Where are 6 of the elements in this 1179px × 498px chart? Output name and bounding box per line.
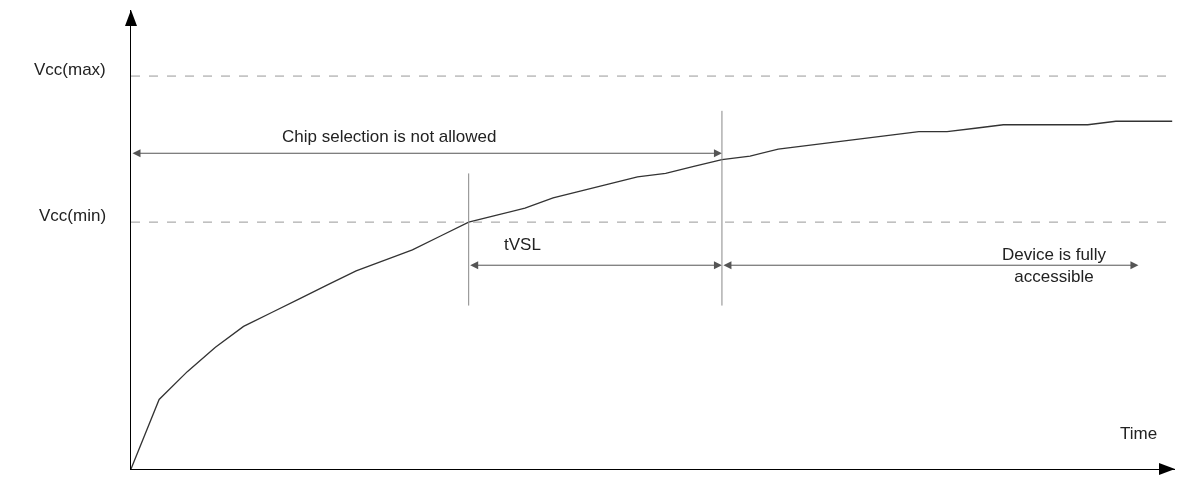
ref-line-label: Vcc(min): [39, 206, 107, 225]
x-axis-title: Time: [1120, 424, 1158, 443]
annotation: Chip selection is not allowed: [282, 127, 497, 146]
ref-line-label: Vcc(max): [34, 60, 106, 79]
annotation: Device is fully accessible: [1002, 245, 1107, 287]
annotation: tVSL: [504, 235, 541, 254]
